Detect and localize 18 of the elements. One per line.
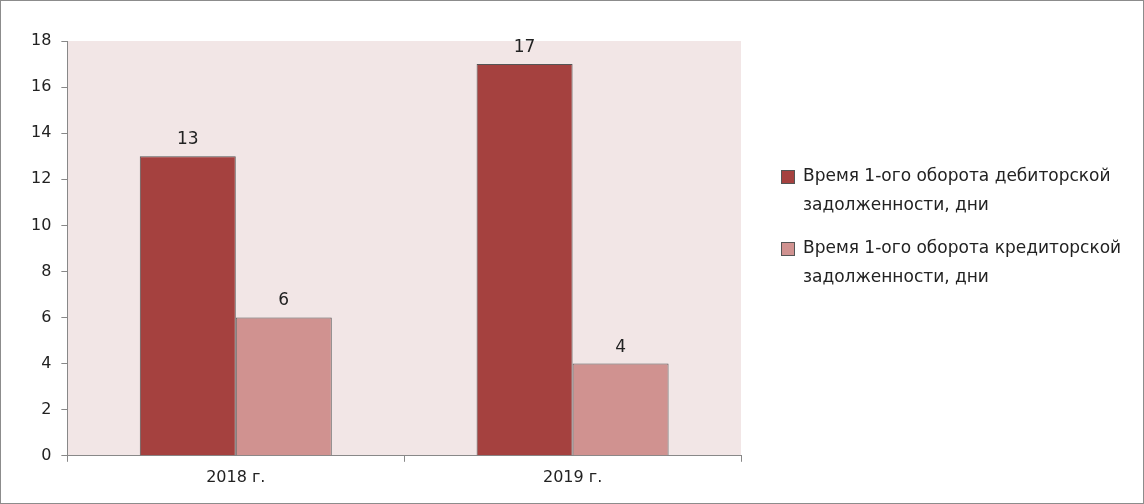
- data-label: 17: [513, 35, 536, 56]
- y-tick-label: 0: [41, 444, 52, 464]
- legend-label: Время 1-ого оборота кредиторской задолженности, дни: [803, 236, 1123, 288]
- x-tick-label: 2018 г.: [206, 466, 266, 486]
- y-tick-label: 6: [41, 306, 52, 326]
- y-tick-label: 10: [31, 214, 52, 234]
- data-label: 4: [615, 335, 626, 356]
- data-label: 6: [278, 289, 290, 310]
- y-tick-label: 12: [31, 168, 52, 188]
- y-tick-label: 14: [31, 122, 52, 142]
- y-tick-label: 2: [41, 398, 52, 418]
- legend-label: Время 1-ого оборота дебиторской задолженности, дни: [803, 164, 1112, 216]
- y-tick-label: 16: [31, 76, 52, 96]
- x-tick-label: 2019 г.: [542, 466, 603, 486]
- y-tick-label: 4: [41, 352, 52, 372]
- data-label: 13: [176, 128, 199, 149]
- y-tick-label: 8: [41, 260, 52, 280]
- y-tick-label: 18: [31, 30, 52, 50]
